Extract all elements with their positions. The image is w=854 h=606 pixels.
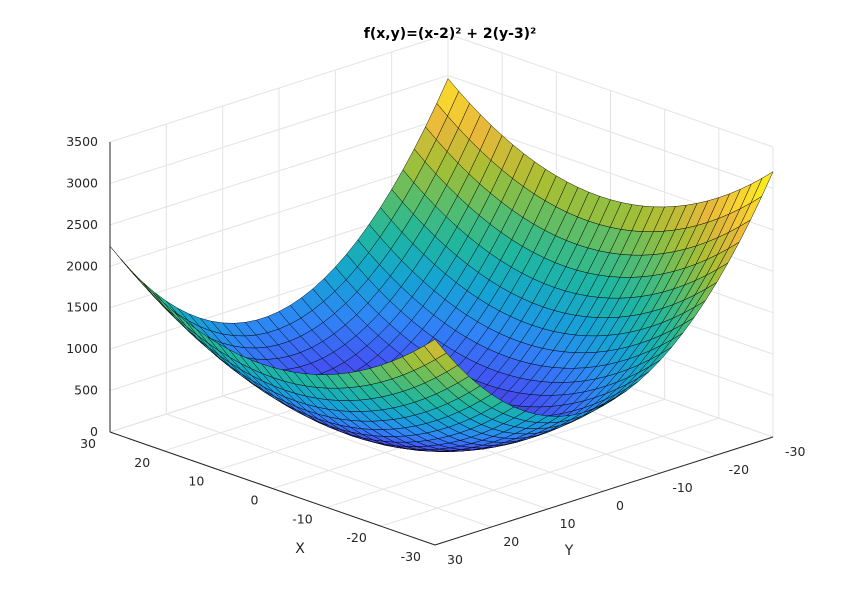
z-tick-label: 3500 (66, 134, 98, 149)
z-tick-label: 2500 (66, 217, 98, 232)
z-tick-label: 3000 (66, 175, 98, 190)
y-tick-label: -10 (672, 480, 692, 495)
wall-grid-z (109, 116, 449, 226)
y-tick-label: -30 (785, 444, 805, 459)
y-tick-label: -20 (729, 462, 749, 477)
floor-grid-y (166, 413, 492, 528)
y-tick-label: 20 (503, 534, 519, 549)
z-tick-label: 1500 (66, 300, 98, 315)
chart-title: f(x,y)=(x-2)² + 2(y-3)² (364, 26, 536, 42)
axes (109, 142, 774, 546)
surface-patch (423, 339, 447, 360)
tick-labels: 0 500 1000 1500 2000 2500 3000 3500 -30 -20 -10 0 10… (66, 134, 805, 567)
wall-grid-z (109, 157, 449, 267)
y-axis-label: Y (564, 543, 574, 559)
x-axis-line (109, 431, 436, 546)
y-tick-label: 0 (616, 498, 624, 513)
surface-patch (142, 282, 165, 307)
z-tick-label: 0 (90, 424, 98, 439)
x-tick-label: 20 (134, 455, 150, 470)
x-axis-label: X (295, 541, 305, 557)
x-tick-label: -20 (346, 530, 366, 545)
z-tick-label: 500 (74, 383, 98, 398)
wall-grid-z (109, 33, 449, 143)
z-tick-label: 1000 (66, 341, 98, 356)
wall-grid-z (109, 74, 449, 184)
y-tick-label: 10 (560, 516, 576, 531)
x-tick-label: 10 (188, 474, 204, 489)
floor-grid-y (222, 395, 548, 510)
y-tick-label: 30 (447, 552, 463, 567)
z-tick-label: 2000 (66, 258, 98, 273)
surface-mesh (109, 78, 774, 452)
y-axis-line (434, 436, 774, 546)
x-tick-label: -10 (292, 511, 312, 526)
x-tick-label: 0 (251, 493, 259, 508)
wall-grid-z (447, 74, 774, 189)
x-tick-label: 30 (80, 436, 96, 451)
x-tick-label: -30 (401, 549, 421, 564)
wall-grid-z (447, 33, 774, 148)
